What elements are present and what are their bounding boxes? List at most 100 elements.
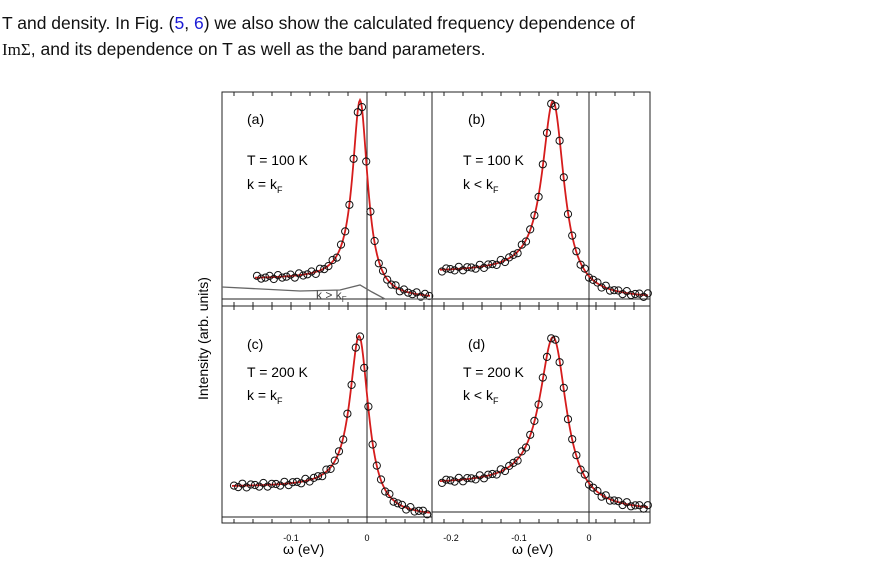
data-point bbox=[475, 471, 484, 480]
data-point bbox=[353, 108, 362, 117]
data-point bbox=[311, 269, 320, 278]
data-point bbox=[320, 265, 329, 274]
data-point bbox=[416, 292, 425, 301]
data-point bbox=[343, 409, 352, 418]
data-point bbox=[446, 476, 455, 485]
data-point bbox=[381, 487, 390, 496]
data-point bbox=[500, 257, 510, 267]
data-point bbox=[492, 260, 501, 269]
data-point bbox=[605, 286, 615, 295]
data-point bbox=[631, 501, 640, 510]
data-point bbox=[484, 260, 493, 269]
data-point bbox=[284, 481, 293, 490]
panel-temperature: T = 100 K bbox=[463, 152, 525, 168]
data-point bbox=[370, 236, 379, 246]
panel-k-label: k < kF bbox=[463, 176, 499, 195]
k-subscript: F bbox=[277, 396, 283, 406]
body-paragraph: T and density. In Fig. (5, 6) we also sh… bbox=[2, 10, 868, 63]
data-point bbox=[467, 263, 476, 272]
data-point bbox=[282, 272, 291, 281]
data-point bbox=[294, 269, 304, 278]
data-point bbox=[318, 472, 327, 481]
data-point bbox=[526, 430, 535, 439]
data-point bbox=[601, 491, 610, 500]
data-point bbox=[568, 435, 577, 444]
data-point bbox=[513, 456, 522, 465]
data-point bbox=[442, 475, 451, 484]
data-point bbox=[530, 416, 539, 425]
data-point bbox=[492, 470, 501, 479]
panel-letter: (a) bbox=[247, 111, 264, 127]
data-point bbox=[420, 289, 430, 298]
data-point bbox=[568, 231, 577, 240]
data-point bbox=[484, 470, 493, 479]
data-point bbox=[368, 440, 377, 449]
data-point bbox=[372, 461, 381, 470]
k-relation: k < k bbox=[463, 387, 494, 403]
panel-temperature: T = 200 K bbox=[247, 364, 309, 380]
panel-k-label: k = kF bbox=[247, 387, 283, 406]
k-relation: k < k bbox=[463, 176, 494, 192]
data-point bbox=[542, 128, 552, 137]
data-point bbox=[626, 290, 636, 300]
data-point bbox=[345, 200, 354, 209]
data-point bbox=[538, 160, 547, 169]
data-point bbox=[584, 273, 594, 282]
data-point bbox=[442, 264, 451, 273]
panel-frames bbox=[221, 91, 651, 524]
data-point bbox=[622, 498, 631, 507]
data-point bbox=[326, 464, 335, 473]
figure-ref-link[interactable]: 5 bbox=[174, 13, 185, 33]
data-point bbox=[339, 435, 348, 444]
panel-frame bbox=[431, 305, 651, 524]
annotation-main: k > k bbox=[316, 288, 343, 302]
data-point bbox=[471, 264, 480, 273]
data-point bbox=[526, 225, 535, 234]
text-fragment: ) we also show the calculated frequency … bbox=[203, 13, 635, 33]
data-point bbox=[563, 415, 573, 424]
data-point bbox=[334, 447, 344, 456]
figure-ref-link[interactable]: 6 bbox=[193, 13, 204, 33]
data-point bbox=[509, 458, 518, 467]
data-point bbox=[521, 443, 531, 452]
data-point bbox=[347, 380, 356, 389]
data-point bbox=[297, 479, 306, 488]
data-point bbox=[355, 332, 365, 341]
data-point bbox=[610, 496, 619, 505]
x-tick-label: -0.2 bbox=[443, 533, 459, 543]
x-tick-label: -0.1 bbox=[283, 533, 299, 543]
data-point bbox=[423, 510, 432, 519]
data-point bbox=[313, 472, 323, 481]
data-point bbox=[278, 273, 287, 282]
data-point bbox=[307, 267, 316, 276]
data-point bbox=[488, 469, 497, 479]
data-point bbox=[393, 499, 402, 508]
text-fragment: T and density. In Fig. ( bbox=[2, 13, 175, 33]
data-point bbox=[605, 496, 615, 505]
data-point bbox=[364, 402, 373, 411]
data-point bbox=[610, 286, 619, 295]
data-point bbox=[551, 335, 560, 344]
data-point bbox=[643, 501, 652, 510]
data-point bbox=[286, 270, 295, 279]
data-point bbox=[366, 207, 375, 216]
data-point bbox=[246, 480, 255, 489]
background-curve bbox=[221, 284, 432, 300]
data-point bbox=[273, 271, 283, 280]
data-point bbox=[597, 492, 606, 501]
x-axis-label-left: ω (eV) bbox=[283, 541, 324, 557]
y-axis-label: Intensity (arb. units) bbox=[195, 277, 211, 400]
data-point bbox=[446, 265, 455, 274]
data-point bbox=[534, 192, 543, 201]
panel-letter: (d) bbox=[468, 336, 485, 352]
math-imsigma: ImΣ bbox=[2, 40, 31, 59]
data-point bbox=[351, 343, 360, 352]
data-point bbox=[534, 400, 543, 409]
data-point bbox=[521, 237, 531, 246]
data-point bbox=[563, 210, 573, 219]
data-point bbox=[463, 263, 472, 272]
data-point bbox=[410, 507, 419, 516]
data-point bbox=[408, 290, 417, 299]
data-point bbox=[542, 352, 552, 361]
x-axis-label-right: ω (eV) bbox=[512, 541, 553, 557]
